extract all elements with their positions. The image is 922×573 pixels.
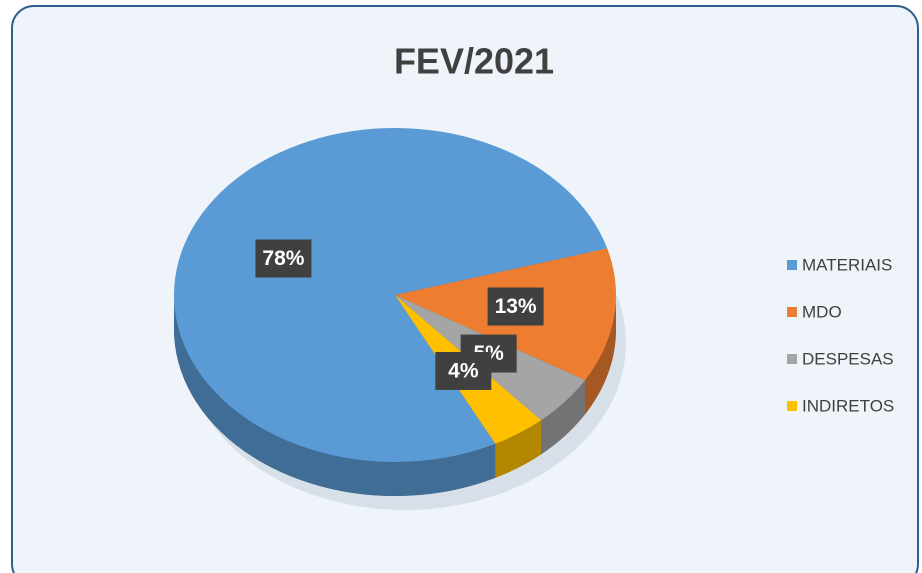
data-label-text: 13% xyxy=(495,295,537,318)
legend-label: DESPESAS xyxy=(802,349,894,368)
slice-side xyxy=(174,295,496,496)
legend-label: INDIRETOS xyxy=(802,396,894,415)
data-label-box xyxy=(487,287,544,326)
data-label: 4% xyxy=(435,351,492,390)
data-label-text: 4% xyxy=(448,360,479,383)
slice-side xyxy=(541,380,586,455)
data-label-box xyxy=(435,351,492,390)
slice-side xyxy=(585,295,616,415)
legend-label: MATERIAIS xyxy=(802,255,892,274)
legend-swatch xyxy=(787,401,797,411)
legend-label: MDO xyxy=(802,302,842,321)
legend-swatch xyxy=(787,354,797,364)
data-label: 13% xyxy=(487,287,544,326)
slice xyxy=(174,128,608,462)
slice-side xyxy=(495,420,542,478)
chart-title: FEV/2021 xyxy=(394,41,554,82)
legend-swatch xyxy=(787,260,797,270)
legend-swatch xyxy=(787,307,797,317)
data-label: 78% xyxy=(255,239,312,278)
data-label-text: 78% xyxy=(262,247,304,270)
data-label-box xyxy=(255,239,312,278)
